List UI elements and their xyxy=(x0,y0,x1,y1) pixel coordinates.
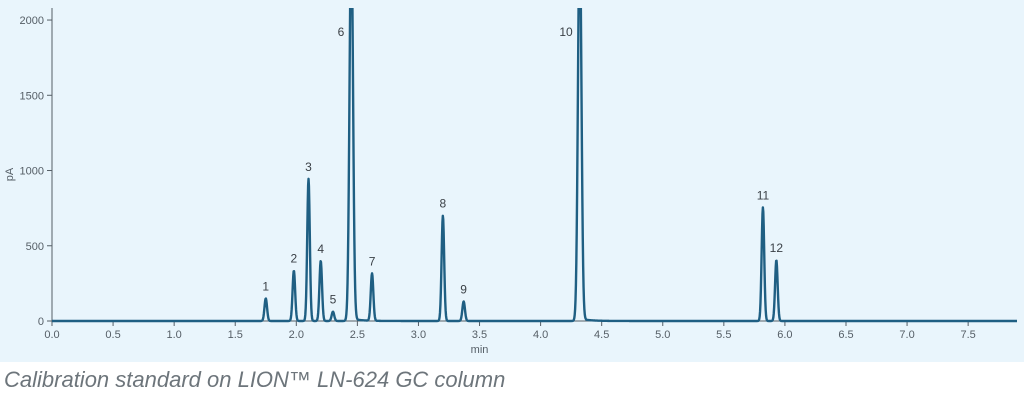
peak-6: 6 xyxy=(338,7,352,39)
peak-1: 1 xyxy=(262,279,269,299)
peak-label: 8 xyxy=(440,197,447,211)
x-tick-label: 1.0 xyxy=(167,329,182,341)
peak-7: 7 xyxy=(369,255,376,274)
peak-label: 7 xyxy=(369,255,376,269)
x-tick-label: 7.5 xyxy=(960,329,975,341)
x-tick-label: 6.5 xyxy=(838,329,853,341)
chromatogram-trace xyxy=(52,8,1017,323)
peak-label: 12 xyxy=(770,241,784,255)
x-tick-label: 2.0 xyxy=(289,329,304,341)
peak-9: 9 xyxy=(460,282,467,302)
peak-3: 3 xyxy=(305,160,312,179)
peak-10: 10 xyxy=(559,7,580,39)
peak-2: 2 xyxy=(291,252,298,271)
x-tick-label: 4.0 xyxy=(533,329,548,341)
plot-background xyxy=(0,0,1024,362)
peak-5: 5 xyxy=(330,293,337,312)
x-tick-label: 5.5 xyxy=(716,329,731,341)
y-tick-label: 1500 xyxy=(20,90,44,102)
y-tick-label: 0 xyxy=(38,316,44,328)
x-tick-label: 4.5 xyxy=(594,329,609,341)
chromatogram-chart: 0 500 1000 1500 2000 0.0 0.5 1.0 1.5 2.0 2.5 3.0 3.5… xyxy=(0,0,1024,362)
peak-label: 1 xyxy=(262,279,269,293)
x-tick-label: 0.5 xyxy=(105,329,120,341)
peak-label: 11 xyxy=(757,188,770,202)
y-tick-label: 500 xyxy=(26,241,44,253)
x-tick-label: 7.0 xyxy=(899,329,914,341)
peak-label: 3 xyxy=(305,160,312,174)
x-tick-label: 0.0 xyxy=(44,329,59,341)
y-axis-title: pA xyxy=(4,167,16,181)
peak-label: 4 xyxy=(317,242,324,256)
peak-12: 12 xyxy=(770,241,784,261)
x-tick-label: 2.5 xyxy=(350,329,365,341)
x-tick-label: 5.0 xyxy=(655,329,670,341)
x-tick-label: 3.5 xyxy=(472,329,487,341)
x-axis-title: min xyxy=(471,344,489,356)
peak-label: 2 xyxy=(291,252,298,266)
chromatogram-svg: 0 500 1000 1500 2000 0.0 0.5 1.0 1.5 2.0 2.5 3.0 3.5… xyxy=(0,0,1024,362)
peak-label: 9 xyxy=(460,282,467,296)
peak-label: 5 xyxy=(330,293,337,307)
x-tick-label: 3.0 xyxy=(411,329,426,341)
peak-11: 11 xyxy=(757,188,770,208)
figure-caption: Calibration standard on LION™ LN-624 GC … xyxy=(4,367,506,392)
peak-4: 4 xyxy=(317,242,324,261)
x-tick-label: 6.0 xyxy=(777,329,792,341)
y-tick-label: 1000 xyxy=(20,166,44,178)
peak-8: 8 xyxy=(440,197,447,216)
peak-label: 6 xyxy=(338,25,345,39)
peak-label: 10 xyxy=(559,25,573,39)
x-tick-label: 1.5 xyxy=(228,329,243,341)
y-tick-label: 2000 xyxy=(20,15,44,27)
